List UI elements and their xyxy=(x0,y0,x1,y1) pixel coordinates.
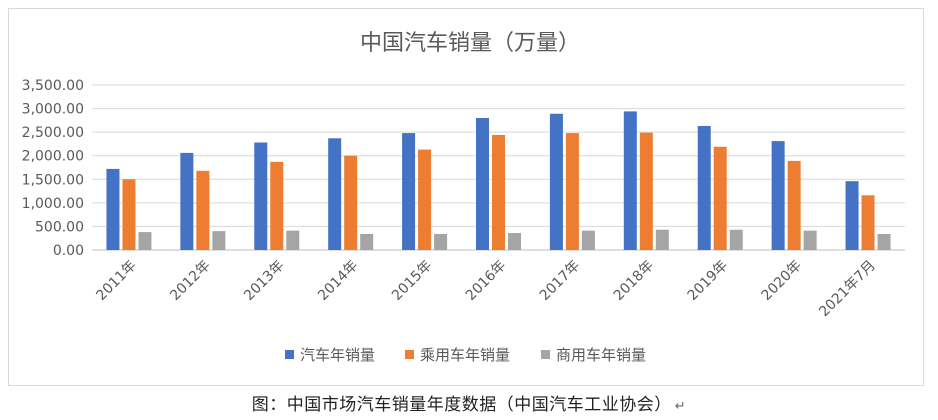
paragraph-mark-icon: ↵ xyxy=(674,399,687,414)
legend-swatch xyxy=(541,350,550,359)
y-axis-tick-labels: 0.00 500.00 1,000.00 1,500.00 2,000.00 2,500.… xyxy=(22,78,84,259)
bar xyxy=(787,160,801,250)
bar xyxy=(196,170,210,250)
bars xyxy=(106,111,891,251)
bar xyxy=(565,133,579,250)
bar xyxy=(344,155,358,250)
x-tick-label: 2018年 xyxy=(611,258,657,304)
bar xyxy=(418,149,432,250)
bar xyxy=(212,231,226,250)
legend-label: 商用车年销量 xyxy=(556,346,646,364)
x-tick-label: 2011年 xyxy=(93,258,139,304)
bar xyxy=(286,230,300,250)
x-tick-label: 2021年7月 xyxy=(816,258,879,321)
figure-caption: 图：中国市场汽车销量年度数据（中国汽车工业协会） ↵ xyxy=(0,390,938,415)
bar xyxy=(655,229,669,250)
y-tick-label: 3,500.00 xyxy=(22,78,84,94)
bar xyxy=(476,118,489,250)
bar xyxy=(549,113,563,250)
bar xyxy=(803,230,817,250)
x-tick-label: 2014年 xyxy=(315,258,361,304)
legend: 汽车年销量 乘用车年销量 商用车年销量 xyxy=(285,346,646,364)
bar xyxy=(713,146,727,250)
bar xyxy=(254,142,268,250)
legend-label: 汽车年销量 xyxy=(300,346,375,364)
bar xyxy=(360,233,374,250)
x-tick-label: 2015年 xyxy=(389,258,435,304)
y-tick-label: 1,000.00 xyxy=(22,196,84,212)
x-tick-label: 2013年 xyxy=(241,258,287,304)
legend-swatch xyxy=(285,350,294,359)
bar xyxy=(328,138,342,250)
bar xyxy=(106,168,120,250)
x-tick-label: 2019年 xyxy=(685,258,731,304)
bar xyxy=(122,179,136,250)
chart-frame xyxy=(8,8,924,386)
bar xyxy=(861,195,875,250)
bar xyxy=(138,232,152,250)
bar xyxy=(729,229,743,250)
chart-title: 中国汽车销量（万量） xyxy=(360,31,580,56)
bar xyxy=(877,233,891,250)
bar xyxy=(492,134,505,250)
bar xyxy=(639,132,653,250)
bar xyxy=(771,141,785,250)
bar xyxy=(180,152,194,250)
legend-swatch xyxy=(405,350,414,359)
bar xyxy=(697,126,711,250)
legend-label: 乘用车年销量 xyxy=(420,346,510,364)
bar xyxy=(508,233,521,250)
y-tick-label: 500.00 xyxy=(35,219,84,235)
x-axis-tick-labels: 2011年 2012年 2013年 2014年 2015年 2016年 2017年 2018年… xyxy=(93,258,879,321)
x-tick-label: 2020年 xyxy=(759,258,805,304)
bar xyxy=(845,181,859,250)
x-tick-label: 2012年 xyxy=(167,258,213,304)
y-tick-label: 2,500.00 xyxy=(22,125,84,141)
y-tick-label: 0.00 xyxy=(53,243,84,259)
bar xyxy=(623,111,637,251)
bar xyxy=(581,230,595,250)
y-tick-label: 2,000.00 xyxy=(22,149,84,165)
chart-svg: 中国汽车销量（万量） 0.00 500.00 1,000.00 1,500.00 2,0… xyxy=(22,31,905,364)
bar xyxy=(402,133,416,250)
x-tick-label: 2016年 xyxy=(463,258,509,304)
bar xyxy=(434,233,448,250)
x-tick-label: 2017年 xyxy=(537,258,583,304)
y-tick-label: 3,000.00 xyxy=(22,102,84,118)
y-tick-label: 1,500.00 xyxy=(22,172,84,188)
caption-text: 图：中国市场汽车销量年度数据（中国汽车工业协会） xyxy=(251,395,672,415)
bar xyxy=(270,161,284,250)
